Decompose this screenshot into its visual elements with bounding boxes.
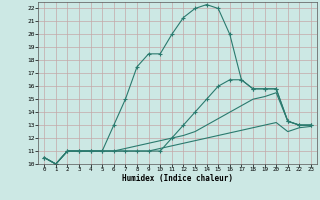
X-axis label: Humidex (Indice chaleur): Humidex (Indice chaleur) bbox=[122, 174, 233, 183]
